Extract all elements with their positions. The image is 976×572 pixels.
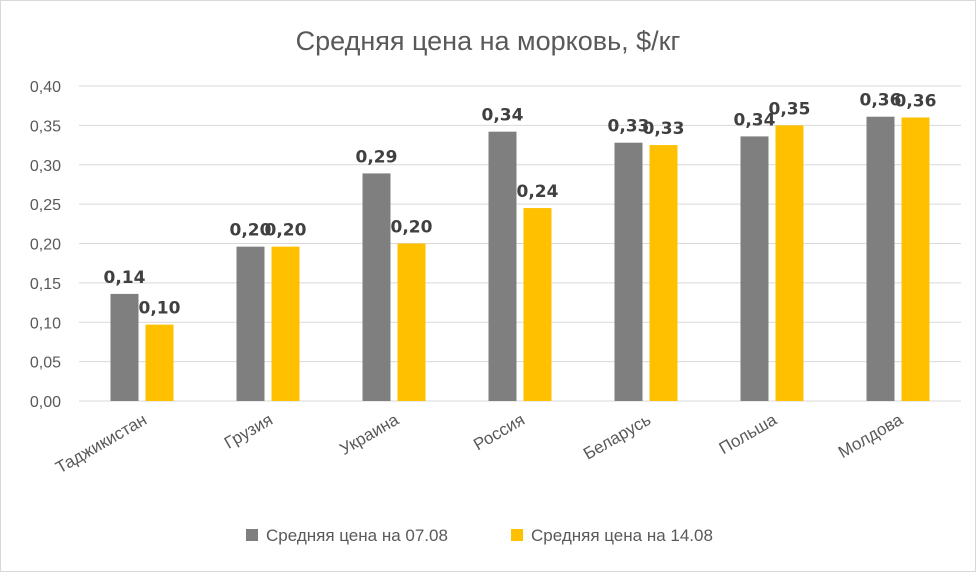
data-label: 0,24 [517,182,559,202]
bar-series1 [866,116,895,402]
bar-series1 [740,136,769,401]
y-tick-label: 0,35 [30,118,61,135]
legend-label: Средняя цена на 07.08 [266,526,448,545]
y-axis-ticks: 0,00 0,05 0,10 0,15 0,20 0,25 0,30 0,35 0,40 [30,79,61,411]
data-label: 0,10 [139,299,181,319]
y-tick-label: 0,30 [30,158,61,175]
legend-swatch [511,529,523,541]
x-category-label: Молдова [835,410,906,462]
data-label: 0,29 [356,147,398,167]
bar-series2 [901,117,930,401]
data-label: 0,14 [104,268,146,288]
x-category-label: Беларусь [580,410,654,464]
data-label: 0,35 [769,99,811,119]
data-label: 0,20 [230,221,272,241]
x-category-label: Таджикистан [52,410,150,477]
legend: Средняя цена на 07.08 Средняя цена на 14.… [246,526,713,545]
bar-series2 [397,243,426,401]
x-category-label: Украина [336,410,402,459]
x-category-label: Россия [470,410,528,454]
x-category-label: Грузия [221,410,276,453]
y-tick-label: 0,25 [30,197,61,214]
data-label: 0,33 [608,117,650,137]
bar-series2 [775,125,804,401]
bar-series2 [271,246,300,401]
bar-series1 [110,293,139,401]
bar-series2 [145,324,174,401]
data-labels: 0,140,100,200,200,290,200,340,240,330,33… [104,91,937,319]
y-tick-label: 0,40 [30,79,61,96]
data-label: 0,33 [643,119,685,139]
bar-series1 [488,131,517,402]
y-tick-label: 0,20 [30,237,61,254]
data-label: 0,36 [860,91,902,111]
gridlines [79,85,961,402]
bar-series1 [236,246,265,401]
data-label: 0,34 [734,110,776,130]
bar-series1 [362,173,391,401]
x-category-label: Польша [716,410,781,458]
y-tick-label: 0,00 [30,394,61,411]
y-tick-label: 0,05 [30,355,61,372]
chart-title: Средняя цена на морковь, $/кг [296,26,681,56]
bar-series2 [649,145,678,401]
bars [110,116,930,402]
x-axis-categories: Таджикистан Грузия Украина Россия Беларусь По… [52,410,906,478]
legend-label: Средняя цена на 14.08 [531,526,713,545]
data-label: 0,36 [895,92,937,112]
y-tick-label: 0,15 [30,276,61,293]
bar-series2 [523,208,552,401]
y-tick-label: 0,10 [30,315,61,332]
legend-swatch [246,529,258,541]
data-label: 0,20 [265,221,307,241]
data-label: 0,20 [391,218,433,238]
data-label: 0,34 [482,106,524,126]
bar-series1 [614,142,643,401]
